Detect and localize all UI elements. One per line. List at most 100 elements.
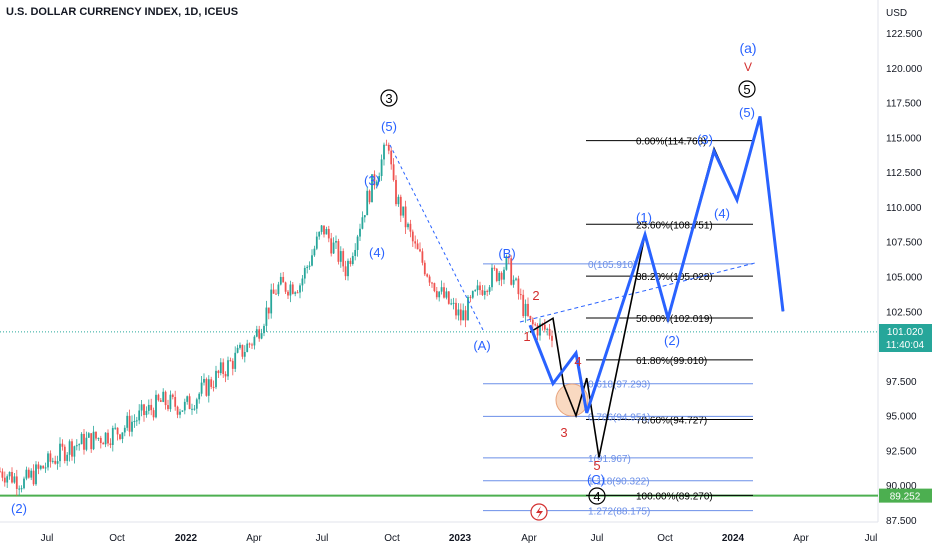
candle-body	[512, 279, 515, 285]
x-tick-5: Oct	[384, 533, 400, 544]
candle-body	[147, 404, 150, 411]
candle-body	[42, 465, 45, 469]
candle-body	[198, 393, 201, 400]
candle-body	[507, 256, 510, 259]
candle-body	[80, 433, 83, 445]
candle-body	[366, 190, 369, 216]
fib-black-label-2: 38.20%(105.028)	[636, 272, 713, 283]
candle-body	[397, 196, 400, 205]
wave-label-2-left: (2)	[11, 501, 27, 516]
candle-body	[311, 255, 313, 266]
candle-body	[246, 343, 249, 352]
wave-labels: 3 (5) (3) (4) (2) (A) (B) 1 2 3 4 5 (C) …	[11, 40, 757, 516]
candle-body	[49, 453, 52, 462]
candle-body	[236, 347, 239, 353]
candle-body	[299, 285, 301, 293]
candle-body	[407, 223, 409, 228]
candle-body	[13, 476, 16, 483]
candle-body	[219, 362, 222, 374]
candle-body	[433, 283, 436, 292]
candle-body	[169, 394, 172, 410]
candle-body	[241, 344, 244, 357]
candle-body	[253, 336, 256, 346]
candle-body	[289, 284, 292, 296]
y-tick-10: 97.500	[886, 377, 917, 388]
candle-body	[121, 432, 124, 439]
y-tick-11: 95.000	[886, 412, 917, 423]
candle-body	[296, 292, 299, 294]
candle-body	[6, 476, 9, 483]
chart-title: U.S. DOLLAR CURRENCY INDEX, 1D, ICEUS	[6, 6, 239, 18]
candle-body	[167, 405, 169, 410]
candle-body	[56, 461, 59, 464]
wave-label-proj-3: (3)	[697, 132, 713, 147]
candle-body	[251, 344, 253, 346]
candle-body	[30, 470, 33, 478]
candle-body	[332, 242, 335, 254]
candle-body	[399, 196, 402, 216]
candle-body	[320, 225, 323, 232]
wave-label-B: (B)	[498, 246, 515, 261]
candle-body	[51, 460, 54, 462]
candle-body	[272, 289, 275, 294]
candle-body	[150, 404, 153, 411]
candle-body	[426, 274, 429, 277]
candle-body	[387, 144, 390, 151]
support-price-badge	[879, 488, 932, 503]
candle-body	[368, 190, 371, 203]
candle-body	[179, 411, 181, 415]
candle-body	[503, 269, 505, 280]
candle-body	[493, 267, 496, 269]
wave-label-red-2: 2	[532, 288, 539, 303]
fib-blue-label-3: 1(91.967)	[588, 454, 631, 465]
candle-body	[459, 309, 462, 321]
candle-body	[39, 465, 42, 469]
candle-body	[483, 290, 486, 295]
candle-body	[495, 268, 498, 281]
candle-body	[191, 408, 193, 410]
candle-body	[152, 410, 155, 418]
y-tick-6: 107.500	[886, 238, 923, 249]
candle-body	[181, 410, 184, 412]
candle-body	[99, 437, 102, 443]
y-tick-8: 102.500	[886, 307, 923, 318]
candle-body	[390, 150, 393, 165]
candle-body	[260, 333, 263, 339]
candle-body	[63, 446, 66, 461]
candle-body	[138, 410, 141, 421]
candle-body	[306, 266, 309, 269]
candle-body	[392, 164, 395, 180]
candle-body	[109, 443, 112, 445]
candle-body	[92, 431, 95, 450]
candle-body	[258, 329, 261, 339]
candle-body	[227, 360, 229, 377]
candle-body	[414, 241, 417, 244]
candle-body	[443, 287, 445, 298]
candle-body	[200, 382, 203, 394]
y-tick-0: 122.500	[886, 29, 923, 40]
y-tick-5: 110.000	[886, 203, 922, 214]
candle-body	[212, 386, 215, 388]
wave-label-proj-4: (4)	[714, 206, 730, 221]
candle-body	[193, 408, 196, 410]
candle-body	[68, 441, 71, 455]
wave-label-red-4: 4	[574, 354, 581, 369]
candle-body	[222, 362, 225, 374]
candle-body	[35, 464, 37, 485]
y-tick-14: 87.500	[886, 516, 917, 527]
candle-body	[47, 453, 49, 468]
candle-body	[140, 404, 143, 411]
x-tick-4: Jul	[316, 533, 329, 544]
candle-body	[73, 446, 76, 457]
candle-body	[536, 325, 539, 336]
candle-body	[234, 352, 237, 369]
candle-body	[102, 442, 105, 445]
candle-body	[207, 379, 210, 396]
candle-body	[87, 433, 90, 438]
candle-body	[318, 231, 321, 237]
flash-icon[interactable]	[530, 503, 548, 521]
candle-body	[20, 488, 23, 490]
candle-body	[543, 324, 546, 330]
